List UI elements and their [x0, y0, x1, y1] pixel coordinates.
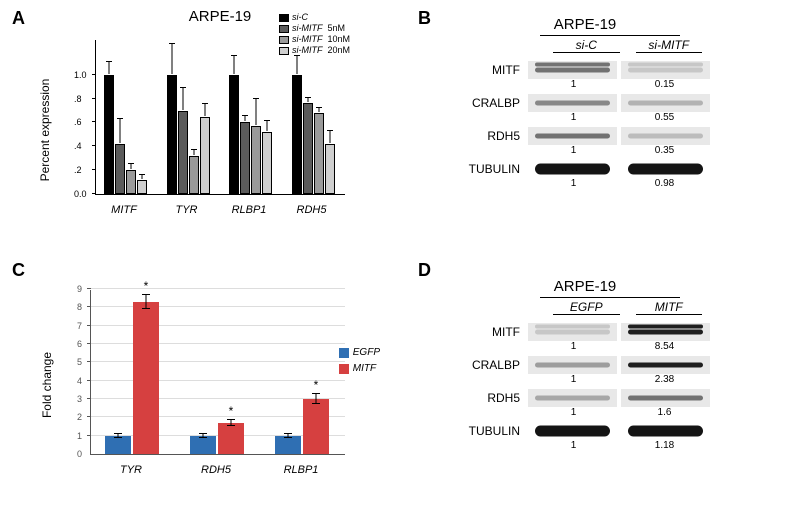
panel-d-blot: ARPE-19 EGFP MITF MITF18.54CRALBP12.38RD…: [450, 278, 720, 451]
panel-b-rows: MITF10.15CRALBP10.55RDH510.35TUBULIN10.9…: [450, 61, 720, 189]
chart-a-legend: si-Csi-MITF 5nMsi-MITF 10nMsi-MITF 20nM: [279, 12, 350, 56]
panel-d-cond-0: EGFP: [545, 300, 628, 314]
chart-c-plot: 1234567890*TYR*RDH5*RLBP1: [90, 290, 345, 455]
panel-d-rows: MITF18.54CRALBP12.38RDH511.6TUBULIN11.18: [450, 323, 720, 451]
chart-c-legend: EGFPMITF: [339, 345, 380, 377]
panel-d-conditions: EGFP MITF: [450, 300, 720, 319]
chart-a-ylabel: Percent expression: [38, 79, 52, 182]
panel-b-cond-0: si-C: [545, 38, 628, 52]
panel-b-cond-1: si-MITF: [628, 38, 711, 52]
chart-c-ylabel: Fold change: [40, 352, 54, 418]
chart-a-plot: 0.0.2.4.6.81.0MITFTYRRLBP1RDH5: [95, 40, 345, 195]
panel-b-label: B: [418, 8, 431, 29]
panel-a-label: A: [12, 8, 25, 29]
panel-d-label: D: [418, 260, 431, 281]
chart-a: Percent expression 0.0.2.4.6.81.0MITFTYR…: [55, 40, 345, 220]
panel-b-blot: ARPE-19 si-C si-MITF MITF10.15CRALBP10.5…: [450, 16, 720, 189]
panel-b-conditions: si-C si-MITF: [450, 38, 720, 57]
panel-d-title: ARPE-19: [450, 278, 720, 295]
panel-b-title: ARPE-19: [450, 16, 720, 33]
panel-c-label: C: [12, 260, 25, 281]
panel-d-cond-1: MITF: [628, 300, 711, 314]
chart-c: Fold change 1234567890*TYR*RDH5*RLBP1 EG…: [55, 290, 345, 480]
